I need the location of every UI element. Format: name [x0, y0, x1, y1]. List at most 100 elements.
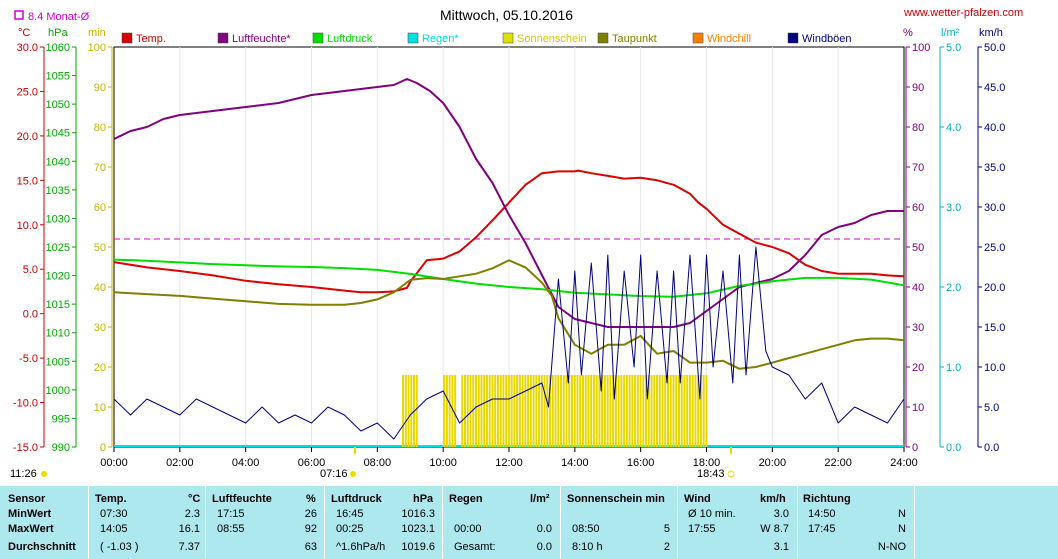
sunshine-bar: [485, 375, 488, 447]
sunshine-bar: [445, 375, 448, 447]
avg-marker-icon: [14, 10, 24, 20]
legend-swatch: [407, 32, 419, 44]
sun-axis-label: 80: [94, 122, 106, 134]
axis-unit-humidity: %: [903, 27, 913, 39]
rain-axis-label: 4.0: [946, 122, 961, 134]
pressure-axis-label: 1020: [46, 271, 70, 283]
sunshine-bar: [606, 375, 609, 447]
hdr-wind-unit: km/h: [760, 493, 786, 505]
sunshine-bar: [688, 375, 691, 447]
legend: Temp. Luftfeuchte* Luftdruck Regen* Sonnensc…: [121, 32, 852, 45]
sunshine-bar: [554, 375, 557, 447]
x-tick-label: 16:00: [627, 457, 655, 469]
wind-axis-label: 25.0: [984, 242, 1005, 254]
table-row: Durchschnitt ( -1.03 ) 7.37 63 ^1.6hPa/h…: [0, 540, 1058, 555]
site-link[interactable]: www.wetter-pfalzen.com: [903, 7, 1023, 19]
humidity-axis-label: 40: [912, 282, 924, 294]
sun-val: 5: [663, 523, 670, 535]
wind-axis-label: 10.0: [984, 362, 1005, 374]
hum-time: 17:15: [217, 508, 245, 520]
sunshine-bar: [410, 375, 413, 447]
sunshine-bar: [488, 375, 491, 447]
sunshine-bar: [543, 375, 546, 447]
legend-swatch: [502, 32, 514, 44]
hdr-temp-unit: °C: [188, 493, 201, 505]
sunshine-bar: [516, 375, 519, 447]
wind-axis-label: 50.0: [984, 42, 1005, 54]
sunshine-bar: [620, 375, 623, 447]
legend-label: Taupunkt: [612, 33, 657, 45]
wind-axis-label: 45.0: [984, 82, 1005, 94]
sunshine-bar: [614, 375, 617, 447]
sunshine-bar: [570, 375, 573, 447]
x-tick-label: 06:00: [298, 457, 326, 469]
sunshine-bar: [557, 375, 560, 447]
hdr-rain: Regen: [449, 493, 483, 505]
temp-time: 07:30: [100, 508, 128, 520]
sunshine-bar: [464, 375, 467, 447]
pressure-axis-label: 1010: [46, 328, 70, 340]
sunshine-bar: [576, 375, 579, 447]
sunshine-bar: [565, 375, 568, 447]
pressure-axis-label: 1055: [46, 71, 70, 83]
temp-axis-label: 5.0: [23, 264, 38, 276]
sunshine-bar: [617, 375, 620, 447]
press-val: 1016.3: [401, 508, 435, 520]
sunshine-bar: [601, 375, 604, 447]
sunshine-bar: [636, 375, 639, 447]
sunset-icon: [727, 470, 735, 478]
rain-axis-label: 1.0: [946, 362, 961, 374]
sunshine-bar: [521, 375, 524, 447]
temp-axis-label: -10.0: [13, 398, 38, 410]
x-tick-label: 02:00: [166, 457, 194, 469]
sunrise-time: 07:16: [320, 468, 348, 480]
sunshine-bar: [538, 375, 541, 447]
temp-val: 2.3: [184, 508, 200, 520]
sunshine-bar: [532, 375, 535, 447]
legend-label: Luftfeuchte*: [232, 33, 291, 45]
rain-axis-label: 3.0: [946, 202, 961, 214]
sunshine-bar: [628, 375, 631, 447]
sun-axis-label: 30: [94, 322, 106, 334]
sunshine-bar: [694, 375, 697, 447]
sunshine-bars: [402, 375, 708, 447]
temp-val: 7.37: [178, 541, 200, 553]
sunshine-bar: [686, 375, 689, 447]
sunshine-bar: [664, 375, 667, 447]
sun-axis-label: 50: [94, 242, 106, 254]
sunshine-bar: [415, 375, 418, 447]
pressure-axis-label: 1050: [46, 99, 70, 111]
sun-axis-label: 70: [94, 162, 106, 174]
temp-axis-label: 0.0: [23, 309, 38, 321]
pressure-axis-label: 995: [52, 413, 70, 425]
sunshine-bar: [642, 375, 645, 447]
sunshine-bar: [443, 375, 446, 447]
x-tick-label: 18:00: [693, 457, 721, 469]
rain-axis-label: 5.0: [946, 42, 961, 54]
sunshine-bar: [499, 375, 502, 447]
wind-val: 3.0: [773, 508, 789, 520]
row-label: Durchschnitt: [8, 541, 76, 553]
legend-swatch: [692, 32, 704, 44]
sunrise-icon: [350, 471, 356, 477]
sunshine-bar: [551, 375, 554, 447]
sunshine-bar: [483, 375, 486, 447]
sunshine-bar: [598, 375, 601, 447]
press-time: 00:25: [336, 523, 364, 535]
rain-time: Gesamt:: [454, 541, 496, 553]
hdr-press-unit: hPa: [413, 493, 434, 505]
sun-time: 08:50: [572, 523, 600, 535]
sunshine-bar: [639, 375, 642, 447]
hdr-wind: Wind: [684, 493, 711, 505]
sunshine-bar: [494, 375, 497, 447]
pressure-axis-label: 1030: [46, 213, 70, 225]
sunshine-bar: [510, 375, 513, 447]
axis-unit-temp: °C: [18, 27, 30, 39]
sunshine-bar: [573, 375, 576, 447]
x-tick-label: 08:00: [364, 457, 392, 469]
x-axis: 00:00 02:00 04:00 06:00 08:00 10:00 12:00 14:00…: [100, 447, 918, 469]
chart-title: Mittwoch, 05.10.2016: [440, 7, 573, 23]
humidity-axis-label: 30: [912, 322, 924, 334]
sunshine-bar: [407, 375, 410, 447]
sunshine-bar: [584, 375, 587, 447]
